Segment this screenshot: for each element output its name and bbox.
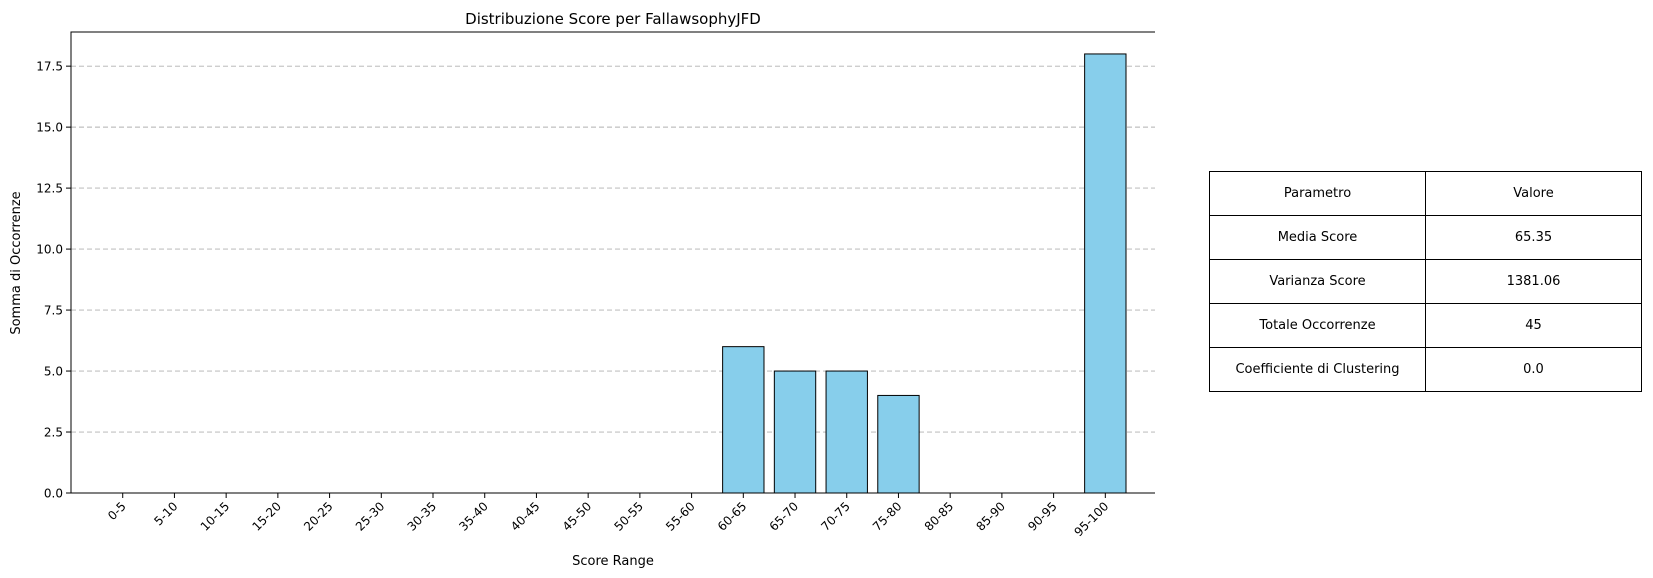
table-header-row: Parametro Valore <box>1209 171 1642 216</box>
x-tick-label: 55-60 <box>663 499 698 534</box>
y-axis: 0.0 2.5 5.0 7.5 10.0 12.5 15.0 17.5 <box>36 60 71 501</box>
x-tick-label: 95-100 <box>1071 499 1111 539</box>
bar-chart: Distribuzione Score per FallawsophyJFD 0… <box>9 10 1155 569</box>
plot-frame <box>70 31 1155 494</box>
x-tick-label: 80-85 <box>922 499 957 534</box>
x-tick-label: 40-45 <box>508 499 543 534</box>
table-header-cell: Parametro <box>1209 171 1426 216</box>
table-row: Totale Occorrenze 45 <box>1209 303 1642 348</box>
y-axis-label: Somma di Occorrenze <box>9 191 24 334</box>
x-axis-label: Score Range <box>572 554 654 569</box>
table-cell-param: Media Score <box>1209 215 1426 260</box>
bar-70-75 <box>825 370 868 494</box>
x-tick-label: 45-50 <box>560 499 595 534</box>
x-tick-label: 5-10 <box>151 499 180 528</box>
table-cell-param: Totale Occorrenze <box>1209 303 1426 348</box>
bar-60-65 <box>722 346 765 494</box>
x-tick-label: 30-35 <box>405 499 440 534</box>
table-row: Media Score 65.35 <box>1209 215 1642 260</box>
x-tick-label: 35-40 <box>456 499 491 534</box>
y-tick-label: 5.0 <box>44 365 63 379</box>
table-cell-param: Coefficiente di Clustering <box>1209 347 1426 392</box>
x-tick-label: 60-65 <box>715 499 750 534</box>
y-tick-label: 7.5 <box>44 304 63 318</box>
y-tick-label: 15.0 <box>36 121 63 135</box>
x-tick-label: 75-80 <box>870 499 905 534</box>
x-tick-label: 85-90 <box>973 499 1008 534</box>
y-tick-label: 0.0 <box>44 487 63 501</box>
x-tick-label: 25-30 <box>353 499 388 534</box>
x-tick-label: 90-95 <box>1025 499 1060 534</box>
bars <box>722 53 1127 494</box>
table-cell-value: 0.0 <box>1425 347 1642 392</box>
x-axis: 0-5 5-10 10-15 15-20 20-25 25-30 30-35 35-40 40-… <box>105 493 1111 539</box>
y-tick-label: 17.5 <box>36 60 63 74</box>
bar-95-100 <box>1084 53 1127 494</box>
y-tick-label: 12.5 <box>36 182 63 196</box>
table-row: Varianza Score 1381.06 <box>1209 259 1642 304</box>
table-cell-value: 65.35 <box>1425 215 1642 260</box>
bar-65-70 <box>773 370 817 494</box>
x-tick-label: 0-5 <box>105 499 129 523</box>
y-tick-label: 2.5 <box>44 426 63 440</box>
x-tick-label: 15-20 <box>249 499 284 534</box>
x-tick-label: 65-70 <box>767 499 802 534</box>
chart-title: Distribuzione Score per FallawsophyJFD <box>465 10 761 28</box>
x-tick-label: 20-25 <box>301 499 336 534</box>
x-tick-label: 10-15 <box>198 499 233 534</box>
stats-table: Parametro Valore Media Score 65.35 Varia… <box>1209 171 1642 392</box>
table-cell-value: 1381.06 <box>1425 259 1642 304</box>
table-row: Coefficiente di Clustering 0.0 <box>1209 347 1642 392</box>
x-tick-label: 70-75 <box>818 499 853 534</box>
table-cell-value: 45 <box>1425 303 1642 348</box>
bar-75-80 <box>877 394 920 494</box>
y-tick-label: 10.0 <box>36 243 63 257</box>
table-cell-param: Varianza Score <box>1209 259 1426 304</box>
x-tick-label: 50-55 <box>611 499 646 534</box>
table-header-cell: Valore <box>1425 171 1642 216</box>
grid-lines <box>71 65 1155 433</box>
